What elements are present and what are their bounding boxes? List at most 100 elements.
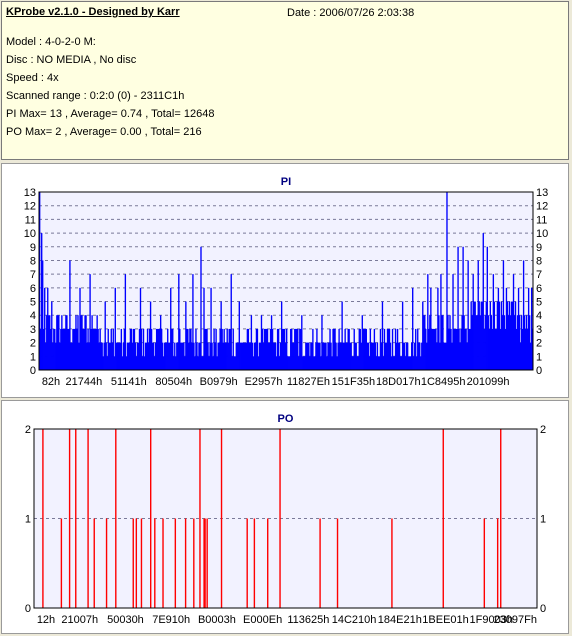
pi-bar: [491, 328, 494, 370]
y-tick-label-right: 2: [540, 424, 546, 436]
pi-bar: [421, 342, 423, 370]
pi-bar: [250, 315, 253, 370]
pi-bar: [227, 342, 229, 370]
y-tick-label-right: 13: [536, 187, 548, 199]
po-chart: PO 0 0 1 1 2 2 12h 21007h 50030h 7E910h B0003h E000E…: [25, 413, 546, 626]
pi-bar: [525, 315, 528, 370]
pi-bar: [400, 356, 403, 370]
x-tick-label: E000Eh: [243, 614, 282, 626]
pi-bar: [280, 301, 283, 370]
pi-bar: [459, 342, 461, 370]
pi-bar: [499, 328, 502, 370]
y-tick-label-right: 9: [536, 242, 542, 254]
x-tick-label: 201099h: [467, 376, 510, 388]
pi-bar: [160, 328, 163, 370]
pi-bar: [73, 328, 75, 370]
pi-bar: [500, 301, 503, 370]
po-bar: [87, 429, 89, 608]
x-tick-label: 82h: [42, 376, 60, 388]
pi-bar: [256, 328, 259, 370]
pi-bar: [115, 342, 117, 370]
pi-bar: [231, 356, 233, 370]
pi-bar: [113, 356, 115, 370]
pi-bar: [406, 342, 409, 370]
pi-bar: [68, 328, 70, 370]
pi-bar: [417, 328, 419, 370]
pi-bar: [149, 301, 152, 370]
pi-bar: [279, 342, 282, 370]
pi-bar: [363, 328, 365, 370]
po-bar: [206, 518, 208, 608]
y-tick-label-left: 1: [30, 351, 36, 363]
pi-bar: [457, 246, 459, 370]
pi-bar: [147, 342, 150, 370]
pi-bar: [494, 328, 497, 370]
pi-bar: [178, 274, 180, 370]
pi-bar: [358, 328, 360, 370]
pi-bar: [134, 342, 137, 370]
pi-bar: [517, 287, 520, 370]
pi-bar: [511, 301, 514, 370]
pi-bar: [370, 342, 373, 370]
pi-bar: [130, 328, 133, 370]
pi-bar: [513, 315, 516, 370]
pi-bar: [467, 260, 469, 370]
pi-bar: [78, 342, 80, 370]
pi-bar: [504, 328, 507, 370]
pi-bar: [471, 315, 473, 370]
pi-bar: [258, 342, 261, 370]
pi-bar: [486, 246, 488, 370]
pi-bar: [390, 356, 393, 370]
pi-bar: [420, 356, 422, 370]
pi-bar: [44, 287, 46, 370]
pi-bar: [232, 328, 234, 370]
po-bar: [203, 518, 205, 608]
pi-bar: [54, 328, 56, 370]
pi-bar: [322, 342, 324, 370]
pi-bar: [337, 342, 339, 370]
pi-bar: [317, 342, 319, 370]
pi-bar: [212, 356, 214, 370]
pi-bar: [156, 328, 159, 370]
pi-bar: [313, 356, 315, 370]
pi-bar: [529, 342, 532, 370]
pi-bar: [104, 301, 106, 370]
pi-bar: [111, 342, 113, 370]
pi-bar: [312, 328, 314, 370]
x-tick-label: 151F35h: [332, 376, 375, 388]
pi-bar: [112, 328, 114, 370]
pi-bar: [103, 342, 105, 370]
pi-bar: [391, 328, 394, 370]
pi-bar: [414, 342, 416, 370]
pi-bar: [198, 342, 200, 370]
pi-bar: [515, 328, 518, 370]
pi-bar: [74, 328, 76, 370]
pi-bar: [386, 328, 389, 370]
pi-bar: [119, 342, 122, 370]
pi-bar: [388, 328, 391, 370]
pi-bar: [404, 356, 407, 370]
pi-bar: [268, 342, 271, 370]
pi-bar: [394, 328, 397, 370]
pi-bar: [518, 315, 521, 370]
pi-bar: [440, 274, 442, 370]
pi-bar: [501, 315, 504, 370]
pi-bar: [194, 356, 196, 370]
pi-bar: [235, 342, 237, 370]
pi-bar: [239, 342, 241, 370]
pi-bar: [50, 328, 52, 370]
pi-bar: [234, 356, 236, 370]
pi-bar: [120, 328, 123, 370]
pi-bar: [90, 328, 92, 370]
pi-bar: [377, 356, 380, 370]
pi-bar: [190, 328, 192, 370]
pi-chart-panel: PI 0 0 1 1 2 2 3 3 4 4 5 5 6 6 7 7 8 8 9 9 10 10 11 11 12 12 13 13 82…: [1, 163, 569, 398]
pi-bar: [107, 328, 109, 370]
pi-bar: [481, 301, 483, 370]
pi-bar: [245, 342, 248, 370]
pi-bar: [454, 328, 456, 370]
pi-bar: [413, 356, 415, 370]
pi-bar: [437, 287, 439, 370]
pi-bar: [166, 342, 168, 370]
pi-bar: [444, 342, 446, 370]
